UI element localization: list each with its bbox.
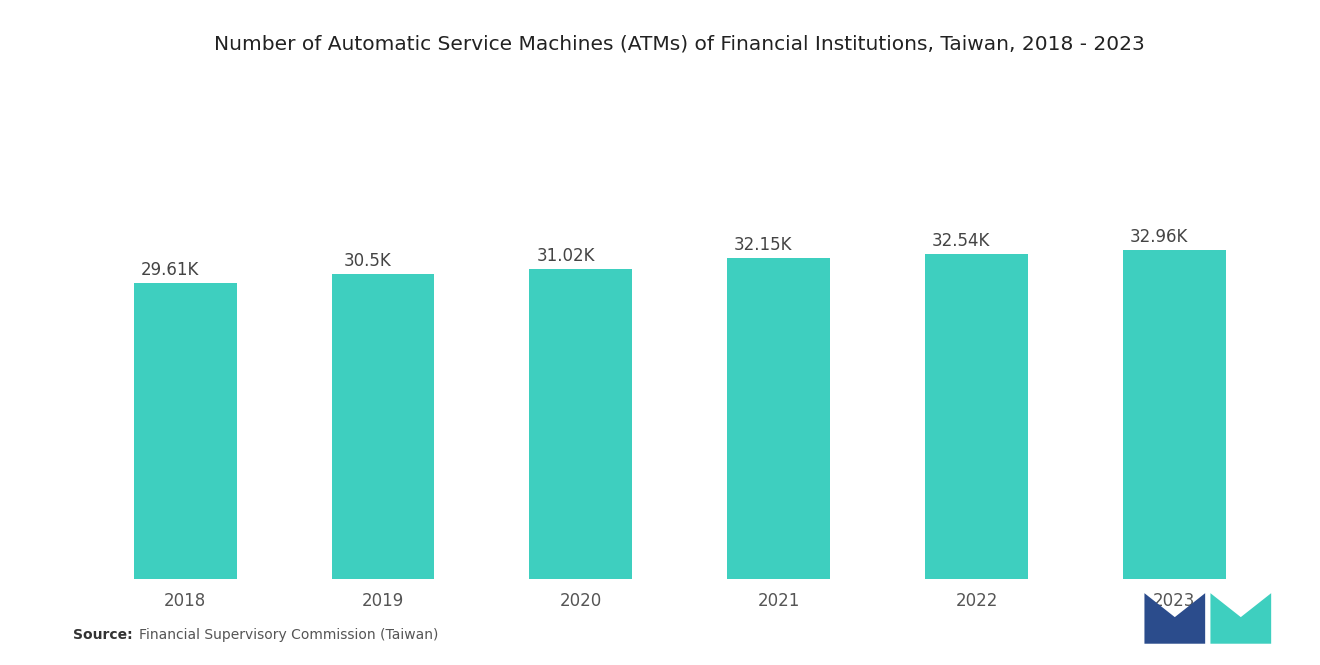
Bar <box>331 274 434 579</box>
Text: 32.54K: 32.54K <box>932 232 990 250</box>
Title: Number of Automatic Service Machines (ATMs) of Financial Institutions, Taiwan, 2: Number of Automatic Service Machines (AT… <box>214 34 1146 53</box>
Text: 31.02K: 31.02K <box>536 247 595 265</box>
Bar <box>1123 250 1226 579</box>
Text: 30.5K: 30.5K <box>343 252 392 270</box>
Bar <box>529 269 632 579</box>
Text: Financial Supervisory Commission (Taiwan): Financial Supervisory Commission (Taiwan… <box>139 628 438 642</box>
Bar <box>925 254 1028 579</box>
Text: Source:: Source: <box>73 628 132 642</box>
Text: 32.15K: 32.15K <box>734 236 792 254</box>
Text: 32.96K: 32.96K <box>1130 228 1188 246</box>
Bar <box>727 258 830 579</box>
Text: 29.61K: 29.61K <box>141 261 199 279</box>
Polygon shape <box>1144 593 1205 644</box>
Bar <box>133 283 236 579</box>
Polygon shape <box>1210 593 1271 644</box>
